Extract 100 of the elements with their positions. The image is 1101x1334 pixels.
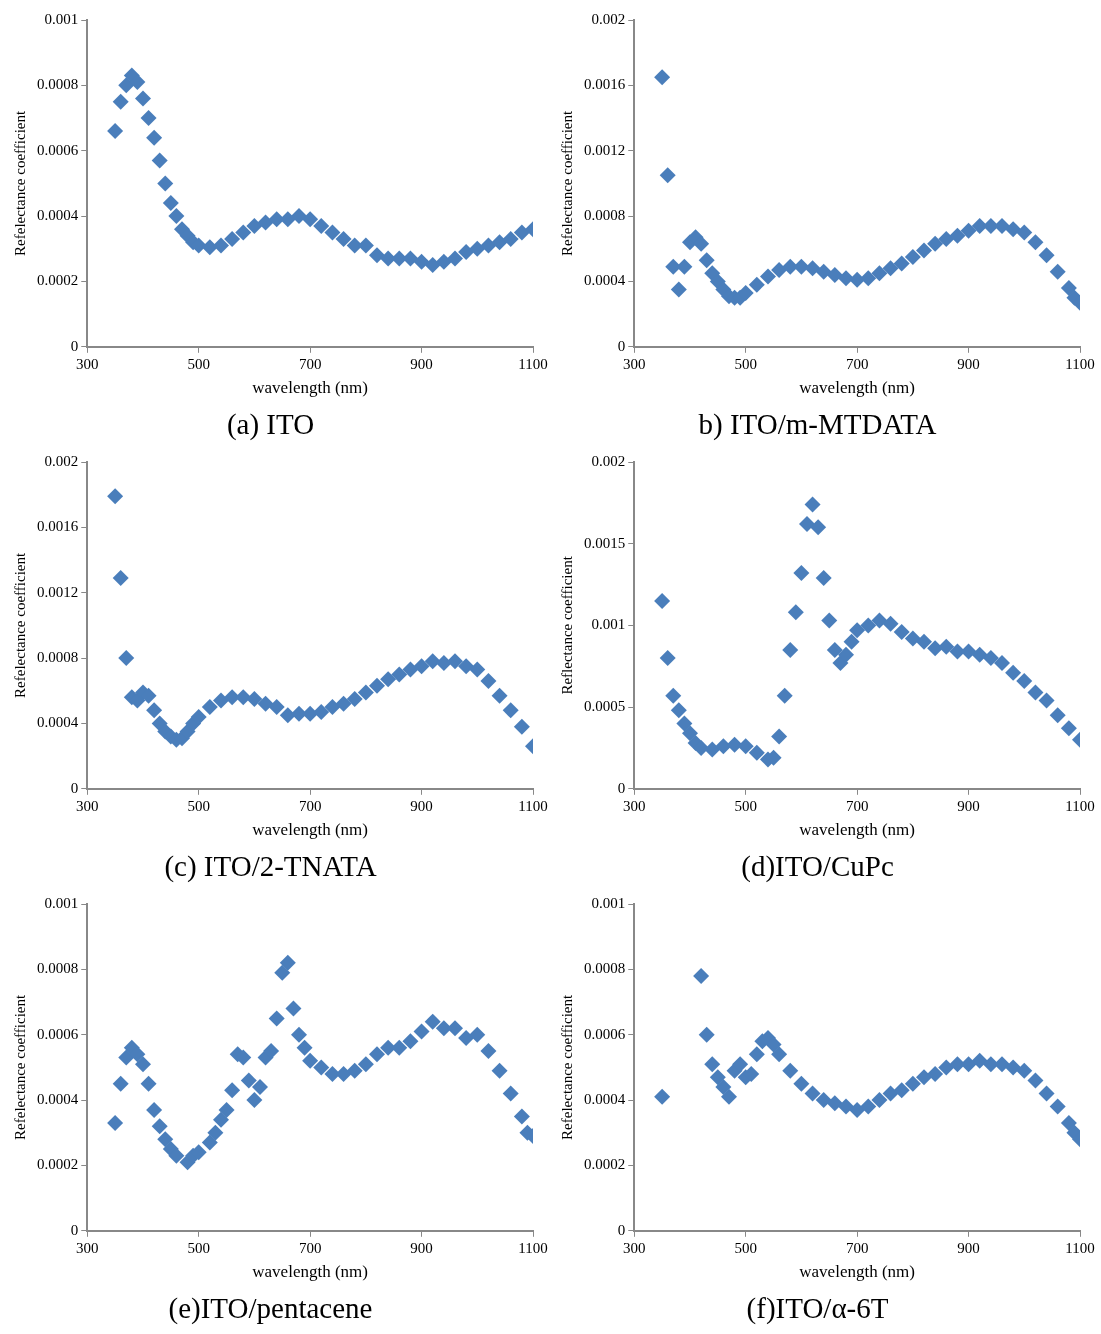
x-tick-label: 300 bbox=[76, 797, 99, 814]
point bbox=[927, 235, 944, 252]
point bbox=[871, 612, 888, 629]
point bbox=[765, 1036, 782, 1053]
point bbox=[676, 715, 693, 732]
y-tick-label: 0.0016 bbox=[37, 518, 79, 535]
point bbox=[246, 1092, 263, 1109]
text: (a) ITO bbox=[226, 408, 315, 442]
point bbox=[1038, 692, 1055, 709]
point bbox=[112, 1075, 129, 1092]
point bbox=[971, 646, 988, 663]
point bbox=[335, 695, 352, 712]
y-axis-title: Refelectance coefficient bbox=[11, 110, 28, 256]
x-axis-title: wavelength (nm) bbox=[252, 378, 368, 398]
point bbox=[782, 641, 799, 658]
point bbox=[654, 592, 671, 609]
point bbox=[302, 705, 319, 722]
point bbox=[871, 1092, 888, 1109]
point bbox=[915, 1069, 932, 1086]
point bbox=[201, 699, 218, 716]
point bbox=[1049, 1098, 1066, 1115]
point bbox=[502, 1085, 519, 1102]
point bbox=[469, 661, 486, 678]
point bbox=[1005, 221, 1022, 238]
point bbox=[134, 90, 151, 107]
x-tick-label: 700 bbox=[298, 355, 322, 372]
point bbox=[1049, 263, 1066, 280]
point bbox=[313, 217, 330, 234]
point bbox=[659, 167, 676, 184]
y-tick-label: 0 bbox=[617, 337, 626, 354]
point bbox=[815, 570, 832, 587]
point bbox=[771, 262, 788, 278]
point bbox=[1027, 684, 1044, 701]
point bbox=[285, 1000, 302, 1017]
text: (e)ITO/pentacene bbox=[168, 1292, 373, 1326]
point bbox=[782, 1062, 799, 1079]
point bbox=[140, 110, 157, 127]
point bbox=[704, 741, 721, 758]
x-axis-title: wavelength (nm) bbox=[799, 820, 915, 840]
y-tick-label: 0.0015 bbox=[584, 534, 626, 551]
y-axis-title: Refelectance coefficient bbox=[558, 110, 575, 256]
text: (f)ITO/α-6T bbox=[746, 1292, 889, 1326]
point bbox=[993, 654, 1010, 671]
point bbox=[279, 707, 296, 724]
point bbox=[107, 488, 124, 505]
y-tick-label: 0 bbox=[70, 337, 79, 354]
point bbox=[268, 699, 285, 716]
point bbox=[107, 1114, 124, 1131]
y-tick-label: 0.0008 bbox=[37, 649, 79, 666]
x-tick-label: 500 bbox=[187, 797, 210, 814]
text: (c) ITO/2-TNATA bbox=[164, 850, 377, 884]
point bbox=[324, 699, 341, 716]
point bbox=[402, 661, 419, 678]
point bbox=[134, 1056, 151, 1073]
point bbox=[726, 736, 743, 753]
point bbox=[665, 687, 682, 704]
x-tick-label: 1100 bbox=[1065, 1239, 1095, 1256]
point bbox=[771, 1046, 788, 1063]
text: b) ITO/m-MTDATA bbox=[698, 408, 937, 442]
point bbox=[826, 266, 843, 283]
point bbox=[480, 672, 497, 689]
point bbox=[748, 1046, 765, 1063]
point bbox=[257, 695, 274, 712]
point bbox=[368, 1046, 385, 1063]
point bbox=[893, 623, 910, 640]
point bbox=[380, 671, 397, 688]
point bbox=[112, 570, 129, 587]
point bbox=[212, 692, 229, 709]
point bbox=[927, 1065, 944, 1082]
x-tick-label: 300 bbox=[623, 355, 646, 372]
x-tick-label: 300 bbox=[623, 797, 646, 814]
x-tick-label: 1100 bbox=[518, 355, 548, 372]
x-axis-title: wavelength (nm) bbox=[252, 1262, 368, 1282]
point bbox=[224, 1082, 241, 1099]
point bbox=[146, 1101, 163, 1118]
point bbox=[357, 1056, 374, 1073]
point bbox=[1027, 1072, 1044, 1089]
point bbox=[826, 641, 843, 658]
point bbox=[949, 227, 966, 244]
point bbox=[274, 964, 291, 981]
point bbox=[112, 93, 129, 110]
point bbox=[413, 1023, 430, 1040]
point bbox=[357, 684, 374, 701]
point bbox=[201, 1134, 218, 1151]
point bbox=[368, 677, 385, 694]
point bbox=[296, 1039, 313, 1056]
point bbox=[654, 69, 671, 86]
y-tick-label: 0.0006 bbox=[37, 141, 79, 158]
point bbox=[971, 1052, 988, 1069]
x-tick-label: 300 bbox=[76, 1239, 99, 1256]
point bbox=[224, 230, 241, 247]
y-tick-label: 0.0008 bbox=[37, 76, 79, 93]
point bbox=[1005, 1059, 1022, 1076]
x-axis-title: wavelength (nm) bbox=[799, 378, 915, 398]
point bbox=[793, 258, 810, 275]
point bbox=[670, 281, 687, 298]
x-tick-label: 900 bbox=[410, 1239, 433, 1256]
point bbox=[290, 705, 307, 722]
point bbox=[860, 617, 877, 634]
x-tick-label: 900 bbox=[957, 797, 980, 814]
